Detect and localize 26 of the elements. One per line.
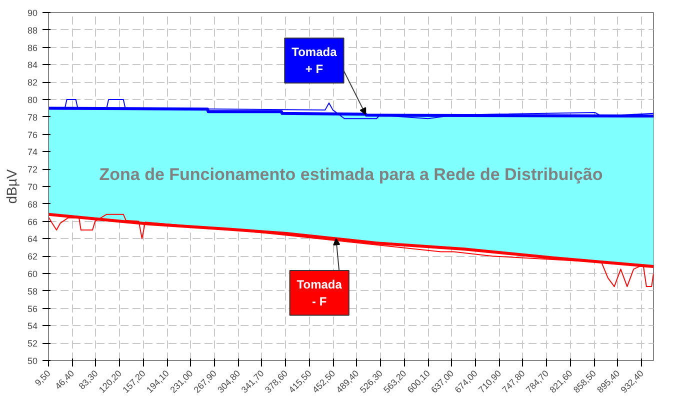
y-tick-label: 72 xyxy=(27,164,38,175)
y-tick-label: 62 xyxy=(27,252,38,262)
annotation: Tomada - F xyxy=(296,277,342,308)
y-tick-label: 54 xyxy=(27,321,38,332)
y-tick-label: 76 xyxy=(27,130,38,140)
y-tick-label: 66 xyxy=(27,216,38,227)
y-tick-label: 82 xyxy=(27,78,38,88)
y-tick-label: 50 xyxy=(27,356,38,366)
y-tick-label: 78 xyxy=(27,112,38,122)
y-tick-label: 64 xyxy=(27,234,38,244)
y-tick-label: 68 xyxy=(27,199,38,210)
y-tick-label: 58 xyxy=(27,286,38,296)
y-tick-label: 80 xyxy=(27,95,38,105)
y-tick-label: 74 xyxy=(27,147,38,158)
y-tick-label: 88 xyxy=(27,25,38,36)
y-tick-label: 60 xyxy=(27,269,38,279)
y-tick-label: 52 xyxy=(27,338,38,349)
y-tick-label: 84 xyxy=(27,60,38,70)
y-axis-title: dBµV xyxy=(3,168,20,204)
x-tick-label: 9,50 xyxy=(32,368,52,388)
annotation: Tomada + F xyxy=(292,45,338,76)
y-tick-label: 70 xyxy=(27,182,38,192)
y-tick-label: 86 xyxy=(27,42,38,53)
y-tick-label: 90 xyxy=(27,8,38,18)
annotation: Zona de Funcionamento estimada para a Rede de Distribuição xyxy=(99,164,603,184)
y-tick-label: 56 xyxy=(27,304,38,314)
